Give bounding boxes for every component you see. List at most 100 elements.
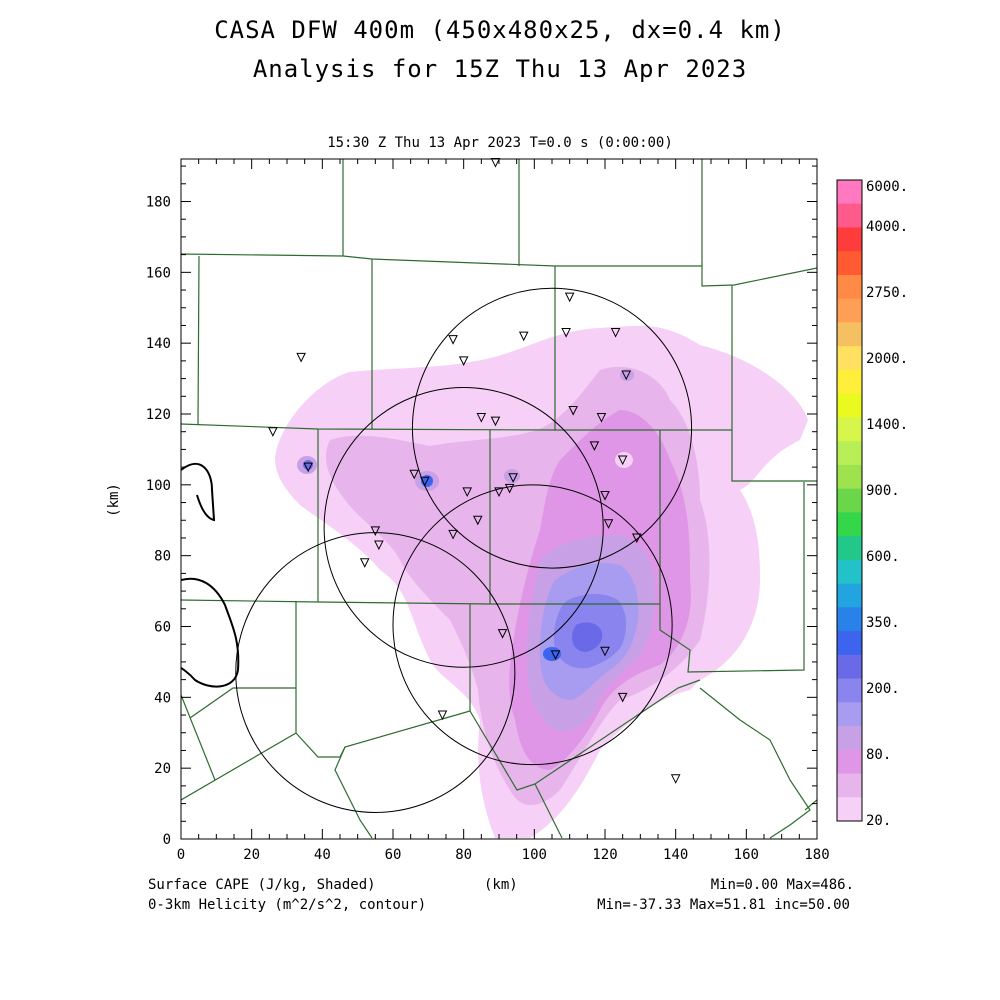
chart-title: CASA DFW 400m (450x480x25, dx=0.4 km) <box>214 16 786 44</box>
analysis-time: Analysis for 15Z Thu 13 Apr 2023 <box>252 55 748 83</box>
colorbar-frame <box>836 179 863 822</box>
footer-x-unit: (km) <box>484 877 518 893</box>
station-marker <box>600 646 610 657</box>
y-tick-label: 100 <box>146 478 171 494</box>
cape-level-250 <box>572 622 603 652</box>
station-marker <box>497 629 508 639</box>
colorbar-swatch <box>837 797 862 822</box>
station-marker <box>494 487 504 498</box>
colorbar-label: 2000. <box>866 351 908 367</box>
y-tick-label: 40 <box>154 690 171 706</box>
station-marker <box>508 473 518 483</box>
colorbar-swatch <box>837 702 862 727</box>
footer-field-2: 0-3km Helicity (m^2/s^2, contour) <box>148 897 427 913</box>
colorbar-swatch <box>837 749 862 775</box>
station-marker <box>596 413 607 423</box>
county-boundaries <box>181 159 817 839</box>
colorbar-swatch <box>837 536 862 561</box>
station-marker <box>504 483 515 494</box>
y-tick-label: 80 <box>154 549 171 565</box>
colorbar-swatch <box>837 631 862 656</box>
station-marker <box>448 529 458 540</box>
station-marker <box>462 487 473 498</box>
radar-ring-2 <box>323 386 604 668</box>
station-marker <box>568 405 579 416</box>
footer-field-1: Surface CAPE (J/kg, Shaded) <box>148 877 376 893</box>
station-marker <box>550 650 561 660</box>
radar-range-rings <box>235 287 693 813</box>
colorbar-label: 200. <box>866 681 900 697</box>
helicity-contours <box>181 462 240 688</box>
colorbar-swatch <box>837 393 862 418</box>
footer-range-2: Min=-37.33 Max=51.81 inc=50.00 <box>597 897 850 913</box>
colorbar-label: 6000. <box>866 179 908 195</box>
x-tick-label: 140 <box>663 847 688 863</box>
colorbar-swatch <box>837 298 862 323</box>
colorbar-swatch <box>837 369 862 395</box>
station-marker <box>490 158 501 168</box>
station-marker <box>610 328 621 338</box>
colorbar-swatch <box>837 274 862 300</box>
station-marker <box>518 331 529 342</box>
colorbar-swatch <box>837 346 862 371</box>
station-marker <box>564 292 575 303</box>
colorbar-label: 1400. <box>866 417 908 433</box>
radar-ring-1 <box>411 287 693 569</box>
colorbar-swatch <box>837 464 862 490</box>
colorbar-label: 350. <box>866 615 900 631</box>
station-marker <box>419 476 430 487</box>
station-marker <box>409 469 420 480</box>
colorbar-swatch <box>837 203 862 228</box>
station-marker <box>448 335 458 345</box>
y-tick-label: 120 <box>146 407 171 423</box>
station-marker <box>370 526 381 536</box>
station-marker <box>617 455 628 466</box>
station-marker <box>621 370 632 381</box>
colorbar-swatch <box>837 417 862 442</box>
colorbar-label: 600. <box>866 549 900 565</box>
colorbar-swatch <box>837 607 862 632</box>
station-marker <box>458 356 469 366</box>
colorbar-swatch <box>837 773 862 798</box>
y-axis-label: (km) <box>106 483 122 517</box>
cape-shading <box>275 325 808 838</box>
y-tick-label: 180 <box>146 195 171 211</box>
radar-ring-3 <box>392 484 673 766</box>
station-marker <box>476 413 487 423</box>
colorbar-label: 20. <box>866 813 891 829</box>
colorbar-swatch <box>837 251 862 276</box>
colorbar-label: 900. <box>866 483 900 499</box>
y-tick-label: 160 <box>146 265 171 281</box>
station-marker <box>670 774 681 784</box>
colorbar-swatch <box>837 654 862 680</box>
x-tick-label: 80 <box>455 847 472 863</box>
colorbar-swatch <box>837 322 862 347</box>
station-marker <box>600 490 610 501</box>
colorbar-swatch <box>837 488 862 513</box>
station-marker <box>359 558 370 568</box>
y-tick-label: 20 <box>154 761 171 777</box>
colorbar-swatch <box>837 512 862 537</box>
colorbar-swatch <box>837 583 862 608</box>
station-marker <box>472 515 483 526</box>
colorbar-swatch <box>837 227 862 252</box>
x-tick-label: 180 <box>804 847 829 863</box>
x-tick-label: 0 <box>177 847 185 863</box>
station-marker <box>296 352 306 363</box>
station-marker <box>603 519 614 529</box>
colorbar-swatch <box>837 559 862 585</box>
footer-range-1: Min=0.00 Max=486. <box>710 877 854 893</box>
y-tick-label: 140 <box>146 336 171 352</box>
colorbar-label: 80. <box>866 747 891 763</box>
colorbar: 6000. 4000. 2750. 2000. 1400. 900. 600. 350. 200… <box>836 179 908 829</box>
station-marker <box>374 540 384 551</box>
colorbar-swatch <box>837 678 862 703</box>
y-tick-label: 0 <box>163 832 171 848</box>
station-marker <box>617 692 628 703</box>
colorbar-swatch <box>837 441 862 466</box>
station-marker <box>589 441 600 451</box>
x-tick-label: 60 <box>385 847 402 863</box>
radar-ring-4 <box>235 532 516 813</box>
radar-stations <box>268 158 681 784</box>
